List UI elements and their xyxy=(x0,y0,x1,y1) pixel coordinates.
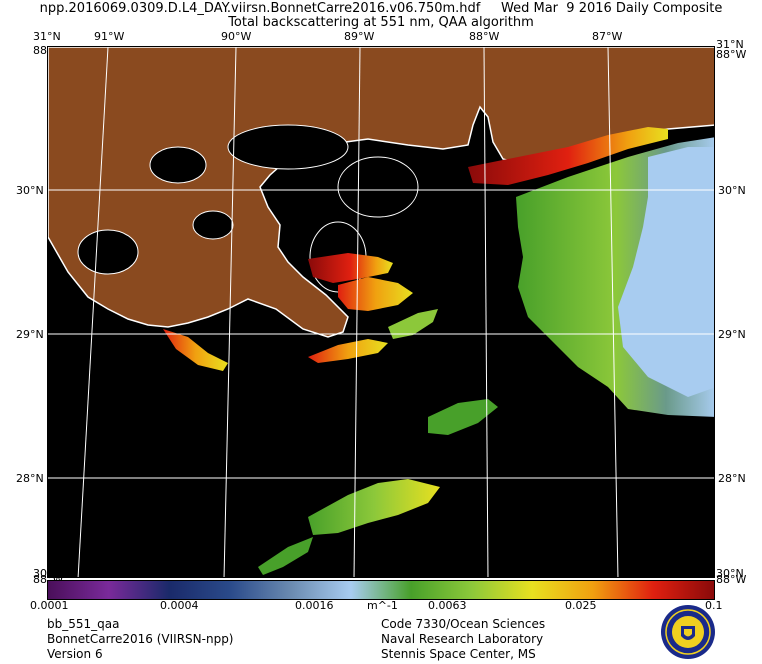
delta-plume-3 xyxy=(308,339,388,363)
corner-lon-bottom-right: 88°W xyxy=(716,573,747,586)
lon-label-87w: 87°W xyxy=(592,30,623,43)
footer-org-code: Code 7330/Ocean Sciences xyxy=(381,617,546,631)
lake-1 xyxy=(149,146,207,184)
colorbar-units: m^-1 xyxy=(367,599,398,612)
lat-label-left-29n: 29°N xyxy=(16,328,44,341)
colorbar-tick-1: 0.0004 xyxy=(160,599,199,612)
corner-lat-top-left: 31°N xyxy=(33,30,61,43)
lon-label-90w: 90°W xyxy=(221,30,252,43)
colorbar-tick-4: 0.025 xyxy=(565,599,597,612)
colorbar-tick-0: 0.0001 xyxy=(30,599,69,612)
colorbar xyxy=(47,580,715,600)
footer-version: Version 6 xyxy=(47,647,103,661)
colorbar-tick-3: 0.0063 xyxy=(428,599,467,612)
lon-label-91w: 91°W xyxy=(94,30,125,43)
southern-plume xyxy=(308,479,440,535)
nrl-seal-logo xyxy=(661,605,715,659)
colorbar-tick-2: 0.0016 xyxy=(295,599,334,612)
footer-org-location: Stennis Space Center, MS xyxy=(381,647,536,661)
lake-pontchartrain xyxy=(227,124,349,170)
lake-2 xyxy=(192,210,234,240)
mid-plume xyxy=(428,399,498,435)
lat-label-right-30n: 30°N xyxy=(718,184,746,197)
footer-org-name: Naval Research Laboratory xyxy=(381,632,544,646)
backscatter-map xyxy=(47,46,715,578)
product-filename-title: npp.2016069.0309.D.L4_DAY.viirsn.BonnetC… xyxy=(39,1,723,16)
lat-label-right-28n: 28°N xyxy=(718,472,746,485)
southern-plume-tail xyxy=(258,537,313,575)
map-canvas xyxy=(48,47,714,577)
lat-label-right-29n: 29°N xyxy=(718,328,746,341)
lat-label-left-28n: 28°N xyxy=(16,472,44,485)
lat-label-left-30n: 30°N xyxy=(16,184,44,197)
ms-sound-plume xyxy=(468,127,668,185)
colorbar-tick-5: 0.1 xyxy=(705,599,723,612)
chandeleur-sound xyxy=(337,156,419,218)
atchafalaya-bay xyxy=(77,229,139,275)
product-description-title: Total backscattering at 551 nm, QAA algo… xyxy=(228,15,534,30)
delta-plume-green xyxy=(388,309,438,339)
western-plume xyxy=(163,329,228,371)
graticule xyxy=(48,47,714,577)
corner-lat-top-right: 31°N xyxy=(716,38,744,51)
lon-label-89w: 89°W xyxy=(344,30,375,43)
delta-plume-1 xyxy=(308,253,393,283)
footer-product-name: bb_551_qaa xyxy=(47,617,120,631)
corner-lon-top-right: 88°W xyxy=(716,48,747,61)
corner-lat-bottom-right: 30°N xyxy=(716,567,744,580)
lon-label-88w: 88°W xyxy=(469,30,500,43)
footer-region-sensor: BonnetCarre2016 (VIIRSN-npp) xyxy=(47,632,234,646)
